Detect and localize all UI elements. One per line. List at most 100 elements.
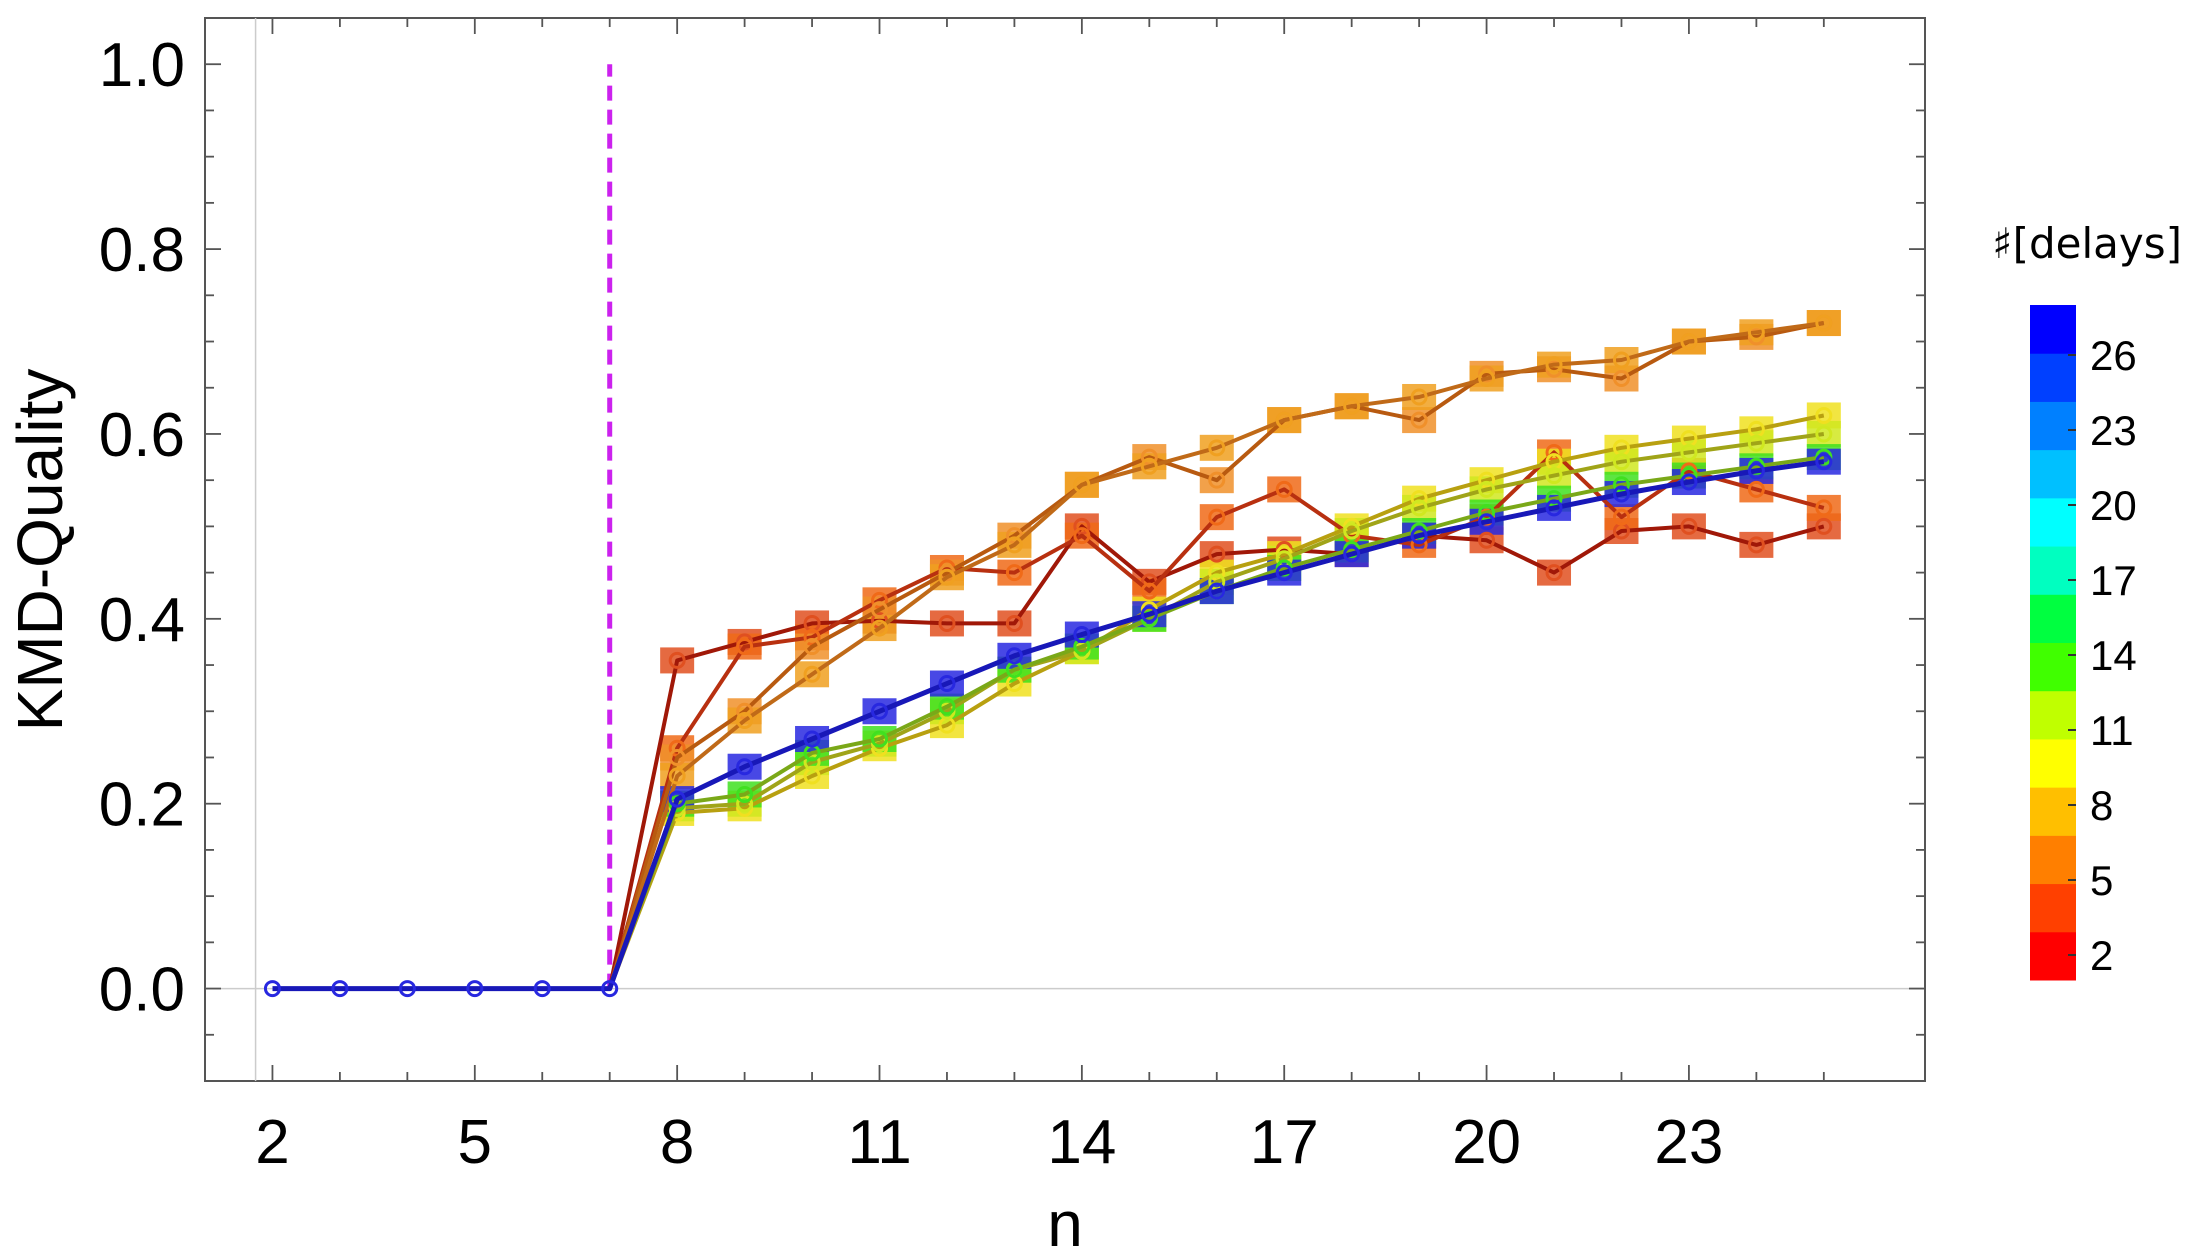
- point-marker: [1815, 453, 1833, 471]
- point-marker: [1073, 476, 1091, 494]
- point-marker: [1208, 439, 1226, 457]
- colorbar-segment: [2030, 353, 2076, 402]
- point-marker: [1208, 545, 1226, 563]
- point-marker: [1680, 333, 1698, 351]
- colorbar-segment: [2030, 449, 2076, 499]
- y-tick-label: 0.8: [99, 216, 185, 285]
- colorbar-tick-label: 17: [2090, 557, 2137, 604]
- point-marker: [1612, 369, 1630, 387]
- series-line-group-2: [272, 443, 1833, 991]
- y-axis-title: KMD-Quality: [4, 369, 76, 732]
- colorbar-segment: [2030, 546, 2076, 595]
- x-tick-label: 20: [1452, 1108, 1521, 1177]
- x-tick-label: 8: [660, 1108, 694, 1177]
- x-tick-label: 23: [1654, 1108, 1723, 1177]
- point-marker: [1815, 406, 1833, 424]
- colorbar-segment: [2030, 690, 2076, 740]
- x-axis-title: n: [1047, 1188, 1083, 1257]
- series-line-group-3: [272, 314, 1833, 991]
- point-marker: [1545, 443, 1563, 461]
- colorbar-segment: [2030, 883, 2076, 933]
- point-marker: [1747, 536, 1765, 554]
- point-marker: [871, 730, 889, 748]
- point-marker: [1343, 522, 1361, 540]
- x-tick-label: 2: [255, 1108, 289, 1177]
- point-marker: [1343, 545, 1361, 563]
- point-marker: [1680, 443, 1698, 461]
- y-tick-label: 1.0: [99, 31, 185, 100]
- y-tick-label: 0.2: [99, 771, 185, 840]
- point-marker: [871, 601, 889, 619]
- colorbar-tick-label: 11: [2090, 707, 2134, 754]
- x-tick-label: 17: [1250, 1108, 1319, 1177]
- series-line: [272, 459, 1825, 992]
- point-marker: [398, 980, 416, 998]
- point-marker: [1140, 448, 1158, 466]
- series-line: [272, 321, 1825, 991]
- point-marker: [1815, 517, 1833, 535]
- colorbar-segment: [2030, 401, 2076, 451]
- point-marker: [1410, 499, 1428, 517]
- series-line-group-1: [272, 517, 1833, 991]
- colorbar-tick-label: 14: [2090, 632, 2137, 679]
- point-marker: [1410, 411, 1428, 429]
- point-marker: [736, 785, 754, 803]
- point-marker: [1208, 508, 1226, 526]
- point-marker: [1208, 471, 1226, 489]
- series-14: [660, 444, 1841, 817]
- point-marker: [938, 698, 956, 716]
- series-line: [272, 450, 1825, 991]
- point-marker: [1275, 564, 1293, 582]
- point-marker: [668, 651, 686, 669]
- colorbar-tick-label: 2: [2090, 932, 2113, 979]
- x-tick-label: 5: [458, 1108, 492, 1177]
- point-marker: [1680, 473, 1698, 491]
- point-marker: [803, 730, 821, 748]
- series-3: [660, 310, 1841, 771]
- colorbar-segment: [2030, 594, 2076, 643]
- point-marker: [1343, 397, 1361, 415]
- point-marker: [1478, 471, 1496, 489]
- point-marker: [938, 675, 956, 693]
- x-tick-label: 11: [847, 1108, 911, 1177]
- colorbar-title: ♯[delays]: [1992, 219, 2182, 268]
- axes-layer: 2 5 8 11 14 17 20 23 0.0 0.2 0.4 0.6 0.8 1.0: [99, 18, 1925, 1177]
- point-marker: [1612, 508, 1630, 526]
- colorbar-segment: [2030, 931, 2076, 981]
- plot-frame: [204, 17, 1926, 1082]
- colorbar-tick-label: 23: [2090, 407, 2137, 454]
- point-marker: [1005, 647, 1023, 665]
- point-marker: [1140, 457, 1158, 475]
- y-tick-label: 0.6: [99, 401, 185, 470]
- colorbar-segment: [2030, 642, 2076, 692]
- point-marker: [1747, 462, 1765, 480]
- point-marker: [1208, 564, 1226, 582]
- point-marker: [871, 702, 889, 720]
- point-marker: [1275, 480, 1293, 498]
- series-line-group-4: [272, 314, 1833, 991]
- point-marker: [1545, 499, 1563, 517]
- point-marker: [1747, 434, 1765, 452]
- series-line: [272, 321, 1825, 991]
- point-marker: [1073, 638, 1091, 656]
- point-marker: [1815, 425, 1833, 443]
- point-marker: [736, 758, 754, 776]
- colorbar-tick-label: 20: [2090, 482, 2137, 529]
- colorbar-tick-label: 8: [2090, 782, 2113, 829]
- point-marker: [1410, 527, 1428, 545]
- point-marker: [1747, 323, 1765, 341]
- point-marker: [1005, 564, 1023, 582]
- point-marker: [803, 628, 821, 646]
- y-tick-label: 0.0: [99, 956, 185, 1025]
- point-marker: [938, 568, 956, 586]
- colorbar-segment: [2030, 787, 2076, 836]
- point-marker: [668, 767, 686, 785]
- point-marker: [1815, 314, 1833, 332]
- x-tick-label: 14: [1047, 1108, 1116, 1177]
- point-marker: [1478, 513, 1496, 531]
- point-marker: [1612, 485, 1630, 503]
- point-marker: [1478, 480, 1496, 498]
- point-marker: [1005, 536, 1023, 554]
- point-marker: [803, 638, 821, 656]
